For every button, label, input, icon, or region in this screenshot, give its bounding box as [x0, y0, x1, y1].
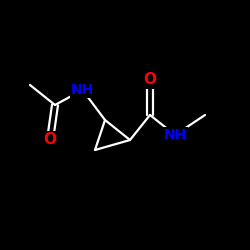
Text: O: O [144, 72, 156, 88]
Text: NH: NH [71, 83, 94, 97]
Text: NH: NH [164, 128, 186, 142]
Text: O: O [44, 132, 57, 148]
